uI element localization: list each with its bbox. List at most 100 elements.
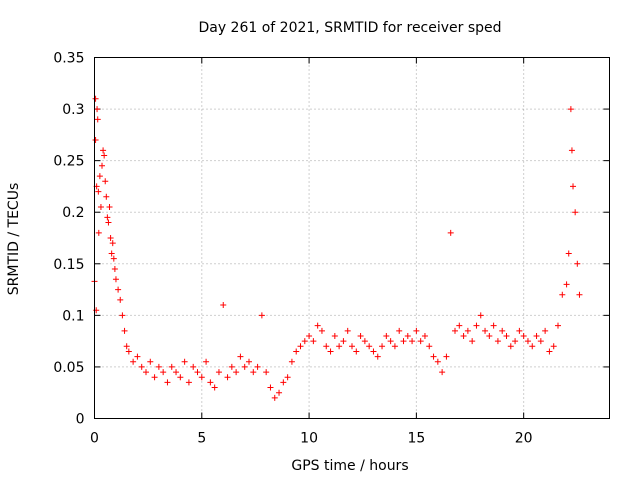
data-point: [361, 338, 368, 345]
data-point: [537, 338, 544, 345]
y-tick-label: 0: [76, 412, 85, 428]
data-point: [143, 369, 149, 376]
data-point: [486, 332, 493, 339]
data-point: [237, 353, 244, 360]
data-point: [147, 358, 154, 365]
data-point: [155, 363, 162, 370]
data-point: [473, 322, 480, 329]
data-point: [258, 312, 265, 319]
data-point: [284, 374, 291, 381]
data-point: [550, 343, 557, 350]
data-point: [353, 348, 360, 355]
data-point: [507, 343, 514, 350]
y-tick-label: 0.2: [62, 205, 84, 221]
data-point: [464, 327, 471, 334]
data-point: [173, 369, 180, 376]
data-point: [344, 327, 351, 334]
data-point: [297, 343, 304, 350]
data-point: [318, 327, 325, 334]
data-point: [546, 348, 553, 355]
data-point: [246, 358, 252, 365]
data-point: [310, 338, 317, 345]
data-point: [323, 343, 330, 350]
data-point: [379, 343, 386, 350]
data-point: [443, 353, 450, 360]
data-point: [383, 332, 390, 339]
y-tick-label: 0.35: [53, 51, 84, 67]
data-point: [576, 291, 583, 298]
data-point: [565, 250, 572, 257]
data-point: [404, 332, 411, 339]
data-point: [516, 327, 523, 334]
data-point: [250, 369, 257, 376]
data-point: [357, 332, 364, 339]
data-point: [181, 358, 188, 365]
x-tick-label: 10: [300, 431, 318, 447]
plot-frame: [94, 57, 610, 419]
data-point: [409, 338, 416, 345]
data-point: [574, 260, 581, 267]
x-tick-label: 5: [197, 431, 206, 447]
data-point: [109, 240, 116, 247]
data-point: [112, 276, 119, 283]
data-point: [107, 235, 114, 241]
data-point: [366, 343, 373, 350]
data-point: [241, 363, 248, 370]
data-point: [104, 214, 111, 221]
data-point: [477, 312, 484, 319]
data-point: [456, 322, 463, 329]
data-point: [103, 193, 110, 200]
chart-title: Day 261 of 2021, SRMTID for receiver spe…: [198, 20, 501, 36]
data-point: [233, 369, 240, 376]
data-point: [271, 394, 278, 401]
data-point: [567, 106, 574, 113]
data-point: [99, 162, 106, 169]
data-point: [106, 204, 113, 211]
data-point: [94, 116, 101, 123]
data-point: [254, 363, 261, 370]
data-point: [211, 384, 218, 391]
data-point: [529, 343, 536, 350]
data-point: [336, 343, 343, 350]
data-point: [314, 322, 321, 329]
data-point: [417, 338, 424, 345]
data-point: [280, 379, 287, 386]
axis-ticks: 0 0.05 0.1 0.15 0.2 0.25 0.3 0.35 0 5 10 15 20: [53, 51, 610, 447]
data-point: [115, 286, 122, 293]
grid: [94, 57, 610, 419]
data-point: [130, 358, 137, 365]
data-point: [160, 369, 167, 376]
data-point: [151, 374, 158, 381]
data-point: [110, 255, 117, 262]
data-point: [447, 229, 454, 236]
data-point: [568, 147, 575, 154]
data-point: [94, 106, 101, 113]
data-point: [572, 209, 579, 216]
data-point: [520, 332, 527, 339]
data-point: [95, 229, 102, 236]
data-point: [263, 369, 270, 376]
data-point: [391, 343, 398, 350]
data-point: [224, 374, 231, 381]
y-tick-label: 0.1: [62, 308, 84, 324]
data-point: [482, 327, 489, 334]
data-point: [102, 178, 109, 185]
data-point: [555, 322, 561, 329]
x-tick-label: 0: [90, 431, 99, 447]
data-point: [185, 379, 192, 386]
data-point: [207, 379, 214, 386]
data-point: [190, 363, 197, 370]
data-point: [559, 291, 566, 298]
data-point: [426, 343, 433, 350]
data-point: [434, 358, 441, 365]
data-point: [327, 348, 334, 355]
data-point: [499, 327, 506, 334]
data-point: [177, 374, 184, 381]
y-axis-label: SRMTID / TECUs: [6, 183, 22, 296]
data-point: [374, 353, 381, 360]
data-point: [533, 332, 540, 339]
data-point: [439, 369, 446, 376]
data-point: [570, 183, 577, 190]
data-point: [134, 353, 141, 360]
